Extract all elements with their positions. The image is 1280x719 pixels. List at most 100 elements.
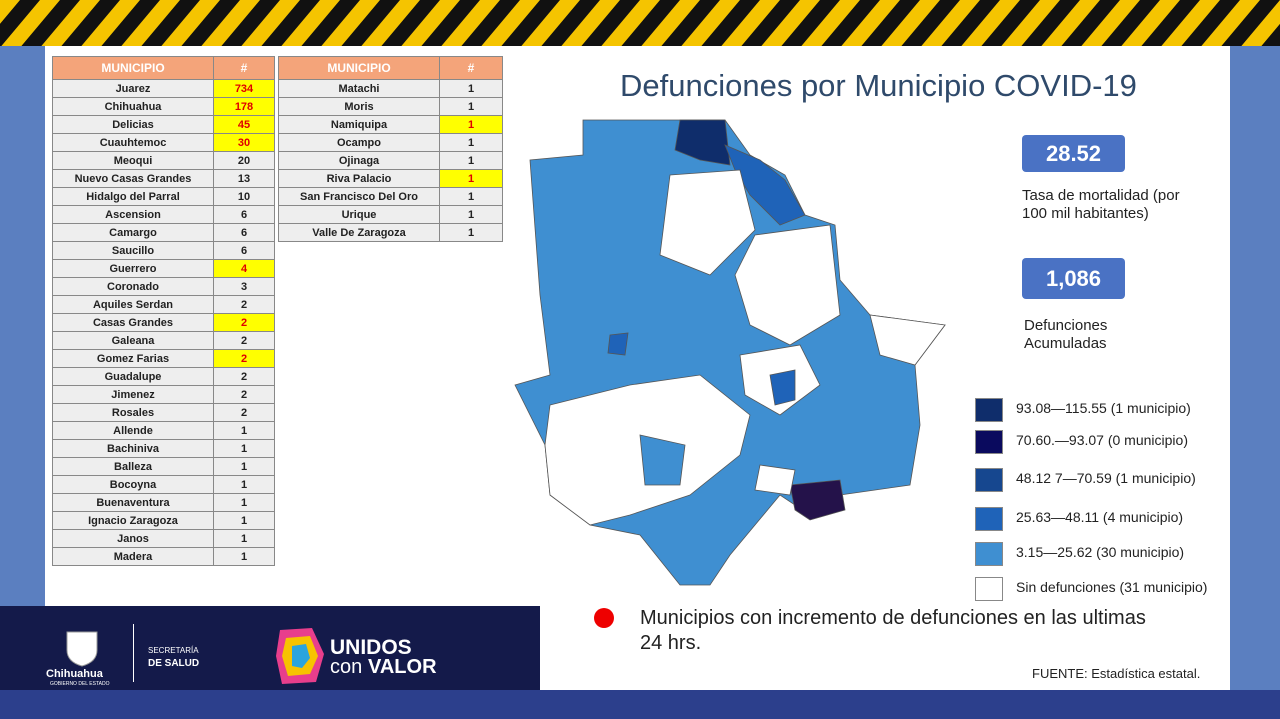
count: 1 [213,511,275,530]
count: 2 [213,313,275,332]
header-cell: MUNICIPIO [278,56,440,80]
municipio: Guadalupe [52,367,214,386]
municipio: Bachiniva [52,439,214,458]
count: 2 [213,367,275,386]
count: 6 [213,205,275,224]
row: Aquiles Serdan 2 [52,295,275,314]
count: 1 [213,439,275,458]
legend-label: Sin defunciones (31 municipio) [1016,579,1208,595]
row: Rosales 2 [52,403,275,422]
stat-label: Defunciones Acumuladas [1024,317,1108,352]
salud: DE SALUD [148,658,200,669]
map [514,119,946,586]
municipio: Riva Palacio [278,169,440,188]
count: 2 [213,403,275,422]
municipio: Janos [52,529,214,548]
municipio: Ignacio Zaragoza [52,511,214,530]
count: 1 [439,133,503,152]
municipio: Matachi [278,79,440,98]
row: Delicias 45 [52,115,275,134]
count: 1 [439,187,503,206]
municipio: Aquiles Serdan [52,295,214,314]
row: Janos 1 [52,529,275,548]
municipio: Urique [278,205,440,224]
row: Bocoyna 1 [52,475,275,494]
row: Jimenez 2 [52,385,275,404]
count: 1 [439,205,503,224]
row: Ascension 6 [52,205,275,224]
count: 734 [213,79,275,98]
legend-swatch [975,507,1003,531]
header-cell: # [439,56,503,80]
row: San Francisco Del Oro 1 [278,187,503,206]
row: Casas Grandes 2 [52,313,275,332]
legend-label: 3.15—25.62 (30 municipio) [1016,544,1185,560]
municipio: Guerrero [52,259,214,278]
row: Urique 1 [278,205,503,224]
municipio: Namiquipa [278,115,440,134]
count: 4 [213,259,275,278]
municipio: San Francisco Del Oro [278,187,440,206]
municipio: Chihuahua [52,97,214,116]
count: 1 [439,223,503,242]
legend-label: 93.08—115.55 (1 municipio) [1016,400,1191,416]
legend-label: 70.60.—93.07 (0 municipio) [1016,432,1188,448]
municipio: Rosales [52,403,214,422]
row: Madera 1 [52,547,275,566]
count: 20 [213,151,275,170]
municipio: Delicias [52,115,214,134]
count: 10 [213,187,275,206]
row: Riva Palacio 1 [278,169,503,188]
title: Defunciones por Municipio COVID-19 [620,68,1137,103]
municipio: Valle De Zaragoza [278,223,440,242]
row: Coronado 3 [52,277,275,296]
row: Cuauhtemoc 30 [52,133,275,152]
footer: Chihuahua GOBIERNO DEL ESTADO SECRETARÍA… [0,606,540,690]
count: 30 [213,133,275,152]
municipio: Camargo [52,223,214,242]
brand-con: con [330,656,363,678]
municipio: Galeana [52,331,214,350]
brand-logo [276,628,324,684]
header-cell: # [213,56,275,80]
secretaria: SECRETARÍA [148,646,199,655]
note: Municipios con incremento de defunciones… [640,607,1146,654]
source: FUENTE: Estadística estatal. [1032,666,1201,681]
count: 1 [213,475,275,494]
count: 3 [213,277,275,296]
row: Matachi 1 [278,79,503,98]
row: Gomez Farias 2 [52,349,275,368]
municipio: Coronado [52,277,214,296]
municipio: Ocampo [278,133,440,152]
row: Saucillo 6 [52,241,275,260]
row: Meoqui 20 [52,151,275,170]
row: Guadalupe 2 [52,367,275,386]
stat-value: 28.52 [1022,135,1125,172]
municipio: Moris [278,97,440,116]
municipio: Hidalgo del Parral [52,187,214,206]
bottom-band [0,690,1280,719]
municipio: Ojinaga [278,151,440,170]
row: Guerrero 4 [52,259,275,278]
municipio: Buenaventura [52,493,214,512]
row: Allende 1 [52,421,275,440]
count: 13 [213,169,275,188]
row: Ojinaga 1 [278,151,503,170]
hazard-stripes [0,0,1280,46]
municipio: Meoqui [52,151,214,170]
row: Hidalgo del Parral 10 [52,187,275,206]
state-name: Chihuahua [46,668,103,680]
count: 2 [213,295,275,314]
row: Ignacio Zaragoza 1 [52,511,275,530]
row: Valle De Zaragoza 1 [278,223,503,242]
legend-label: 25.63—48.11 (4 municipio) [1016,509,1184,525]
municipio: Allende [52,421,214,440]
table-right: MUNICIPIO # Matachi 1 Moris 1 Namiquipa 1 Ocampo… [278,56,503,242]
row: Juarez 734 [52,79,275,98]
note-marker [594,608,614,628]
municipio: Saucillo [52,241,214,260]
municipio: Bocoyna [52,475,214,494]
row: Ocampo 1 [278,133,503,152]
row: Bachiniva 1 [52,439,275,458]
